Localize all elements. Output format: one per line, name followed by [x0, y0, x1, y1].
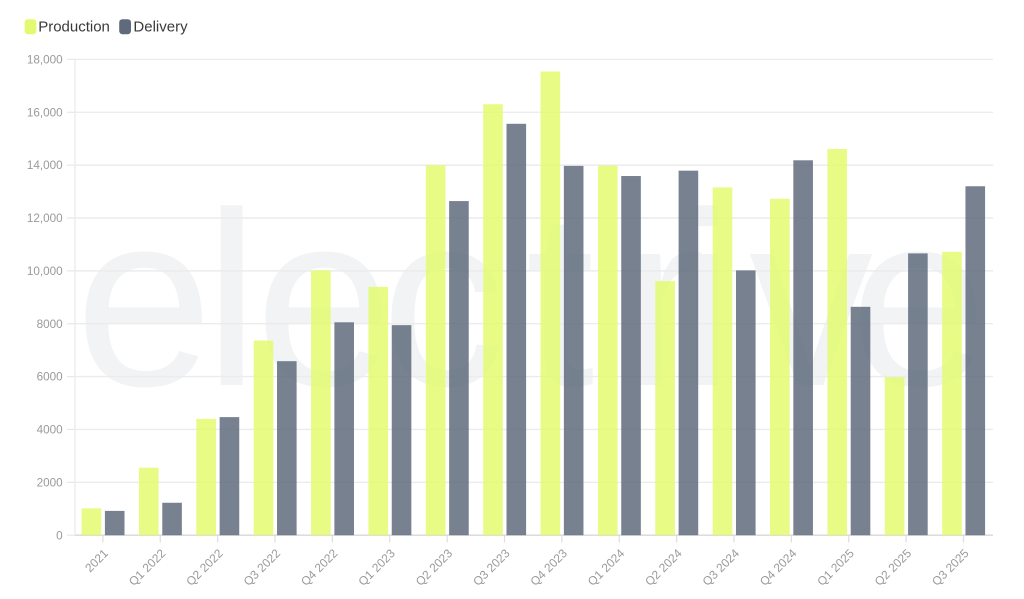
svg-text:Production: Production [38, 19, 110, 36]
svg-text:6000: 6000 [37, 371, 64, 384]
svg-text:Q1 2022: Q1 2022 [126, 546, 169, 589]
svg-text:Q2 2024: Q2 2024 [642, 546, 685, 589]
svg-text:Q4 2023: Q4 2023 [528, 546, 571, 589]
svg-text:Q1 2024: Q1 2024 [585, 546, 628, 589]
svg-text:14,000: 14,000 [27, 159, 63, 172]
svg-text:18,000: 18,000 [27, 54, 63, 67]
svg-text:Q1 2025: Q1 2025 [814, 546, 857, 589]
svg-text:10,000: 10,000 [27, 265, 63, 278]
svg-text:Q1 2023: Q1 2023 [355, 546, 398, 589]
svg-text:Q2 2025: Q2 2025 [872, 546, 915, 589]
svg-text:Q3 2022: Q3 2022 [241, 546, 284, 589]
svg-text:8000: 8000 [37, 318, 64, 331]
svg-text:16,000: 16,000 [27, 106, 63, 119]
svg-text:Q3 2025: Q3 2025 [929, 546, 972, 589]
svg-text:Q2 2023: Q2 2023 [413, 546, 456, 589]
svg-text:0: 0 [56, 529, 63, 542]
svg-text:Q4 2024: Q4 2024 [757, 546, 800, 589]
svg-text:12,000: 12,000 [27, 212, 63, 225]
svg-text:2021: 2021 [82, 546, 111, 575]
svg-text:4000: 4000 [37, 424, 64, 437]
svg-text:Q2 2022: Q2 2022 [183, 546, 226, 589]
svg-text:Q3 2023: Q3 2023 [470, 546, 513, 589]
svg-text:2000: 2000 [37, 476, 64, 489]
svg-text:Delivery: Delivery [133, 19, 188, 36]
svg-text:Q4 2022: Q4 2022 [298, 546, 341, 589]
svg-text:Q3 2024: Q3 2024 [700, 546, 743, 589]
